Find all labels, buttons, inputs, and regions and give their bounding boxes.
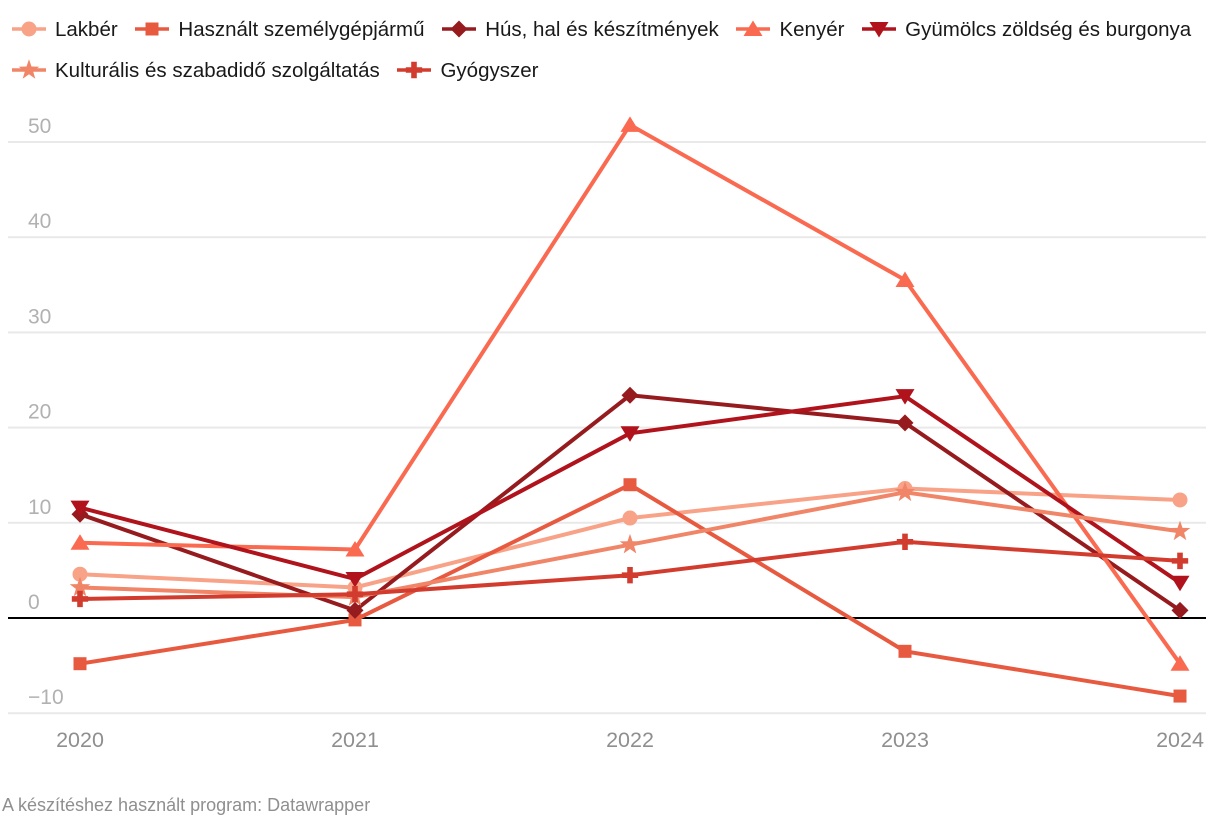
star-marker-icon (12, 59, 46, 79)
legend-label: Kenyér (779, 18, 845, 41)
x-axis-tick-label: 2023 (881, 728, 929, 752)
y-axis-tick-label: 20 (28, 401, 51, 424)
legend-label: Kulturális és szabadidő szolgáltatás (55, 59, 380, 82)
circle-marker-icon (12, 21, 46, 37)
plus-marker-icon (397, 61, 432, 79)
y-axis-tick-label: 30 (28, 305, 51, 328)
legend-label: Használt személygépjármű (178, 18, 425, 41)
x-axis-tick-label: 2020 (56, 728, 104, 752)
triangle-up-marker-icon (736, 20, 771, 36)
legend-item-lakber: Lakbér (10, 18, 118, 41)
y-axis-tick-label: −10 (28, 686, 64, 709)
legend-label: Hús, hal és készítmények (485, 18, 719, 41)
credit-text: A készítéshez használt program: Datawrap… (2, 795, 371, 815)
legend-item-hus-hal-keszitmenyek: Hús, hal és készítmények (440, 18, 719, 41)
diamond-marker-icon (442, 20, 477, 38)
legend: Lakbér Használt személygépjármű Hús, hal… (10, 9, 1215, 91)
legend-item-kulturalis-szabadido: Kulturális és szabadidő szolgáltatás (10, 59, 380, 82)
x-axis-tick-label: 2022 (606, 728, 654, 752)
triangle-down-marker-icon (862, 22, 897, 38)
legend-label: Lakbér (55, 18, 118, 41)
x-axis-tick-label: 2024 (1156, 728, 1204, 752)
legend-item-kenyer: Kenyér (734, 18, 844, 41)
y-axis-tick-label: 40 (28, 210, 51, 233)
y-axis-tick-label: 50 (28, 115, 51, 138)
legend-label: Gyógyszer (440, 59, 539, 82)
y-axis-tick-label: 10 (28, 496, 51, 519)
x-axis-tick-label: 2021 (331, 728, 379, 752)
legend-item-gyumolcs-zoldseg-burgonya: Gyümölcs zöldség és burgonya (860, 18, 1191, 41)
legend-item-gyogyszer: Gyógyszer (395, 59, 538, 82)
legend-label: Gyümölcs zöldség és burgonya (905, 18, 1192, 41)
y-axis-tick-label: 0 (28, 591, 40, 614)
square-marker-icon (135, 22, 170, 36)
legend-item-hasznalt-szemelygepjarmu: Használt személygépjármű (133, 18, 425, 41)
